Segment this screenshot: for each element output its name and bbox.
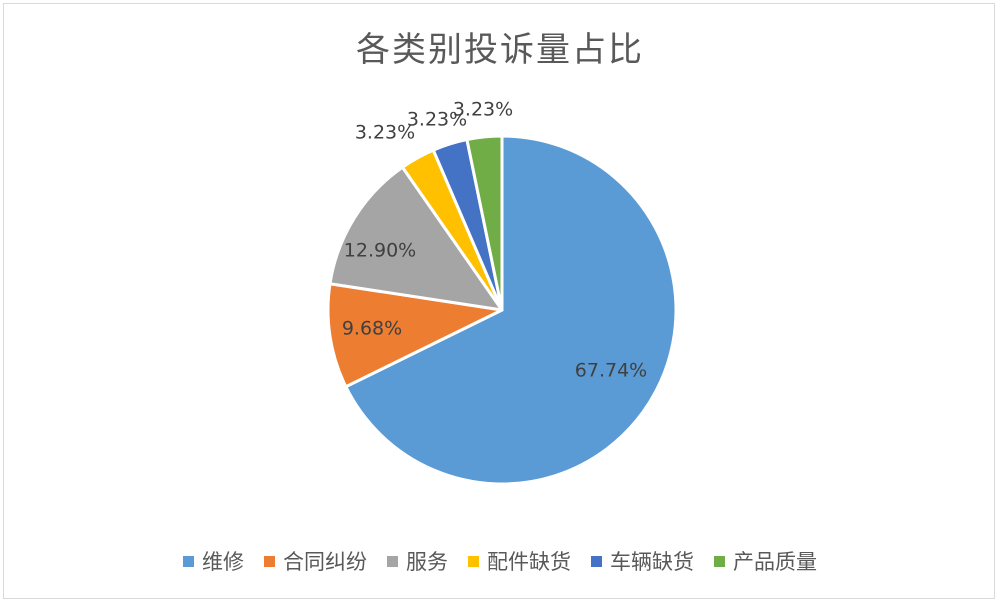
legend-label: 配件缺货	[487, 550, 571, 574]
pie-slice-3	[328, 165, 504, 312]
legend-swatch	[468, 555, 479, 567]
legend-label: 产品质量	[733, 550, 817, 574]
legend-item: 产品质量	[714, 546, 817, 576]
pie-slice-1	[344, 134, 678, 486]
legend-swatch	[387, 555, 398, 567]
data-label-1: 67.74%	[575, 360, 647, 382]
pie-slice-6	[465, 134, 504, 312]
data-label-3: 12.90%	[344, 240, 416, 262]
legend-swatch	[714, 555, 725, 567]
data-label-2: 9.68%	[342, 318, 402, 340]
data-label-4: 3.23%	[355, 122, 415, 144]
data-label-5: 3.23%	[407, 109, 467, 131]
legend-item: 车辆缺货	[591, 546, 694, 576]
legend: 维修 合同纠纷 服务 配件缺货 车辆缺货 产品质量	[0, 546, 1000, 576]
pie-slice-2	[326, 282, 504, 389]
legend-label: 服务	[406, 550, 448, 574]
legend-swatch	[591, 555, 602, 567]
data-label-6: 3.23%	[453, 99, 513, 121]
legend-label: 合同纠纷	[283, 550, 367, 574]
legend-item: 服务	[387, 546, 448, 576]
legend-item: 合同纠纷	[264, 546, 367, 576]
legend-swatch	[183, 555, 194, 567]
legend-label: 维修	[202, 550, 244, 574]
legend-item: 维修	[183, 546, 244, 576]
legend-label: 车辆缺货	[610, 550, 694, 574]
legend-swatch	[264, 555, 275, 567]
chart-title: 各类别投诉量占比	[356, 30, 644, 70]
legend-item: 配件缺货	[468, 546, 571, 576]
